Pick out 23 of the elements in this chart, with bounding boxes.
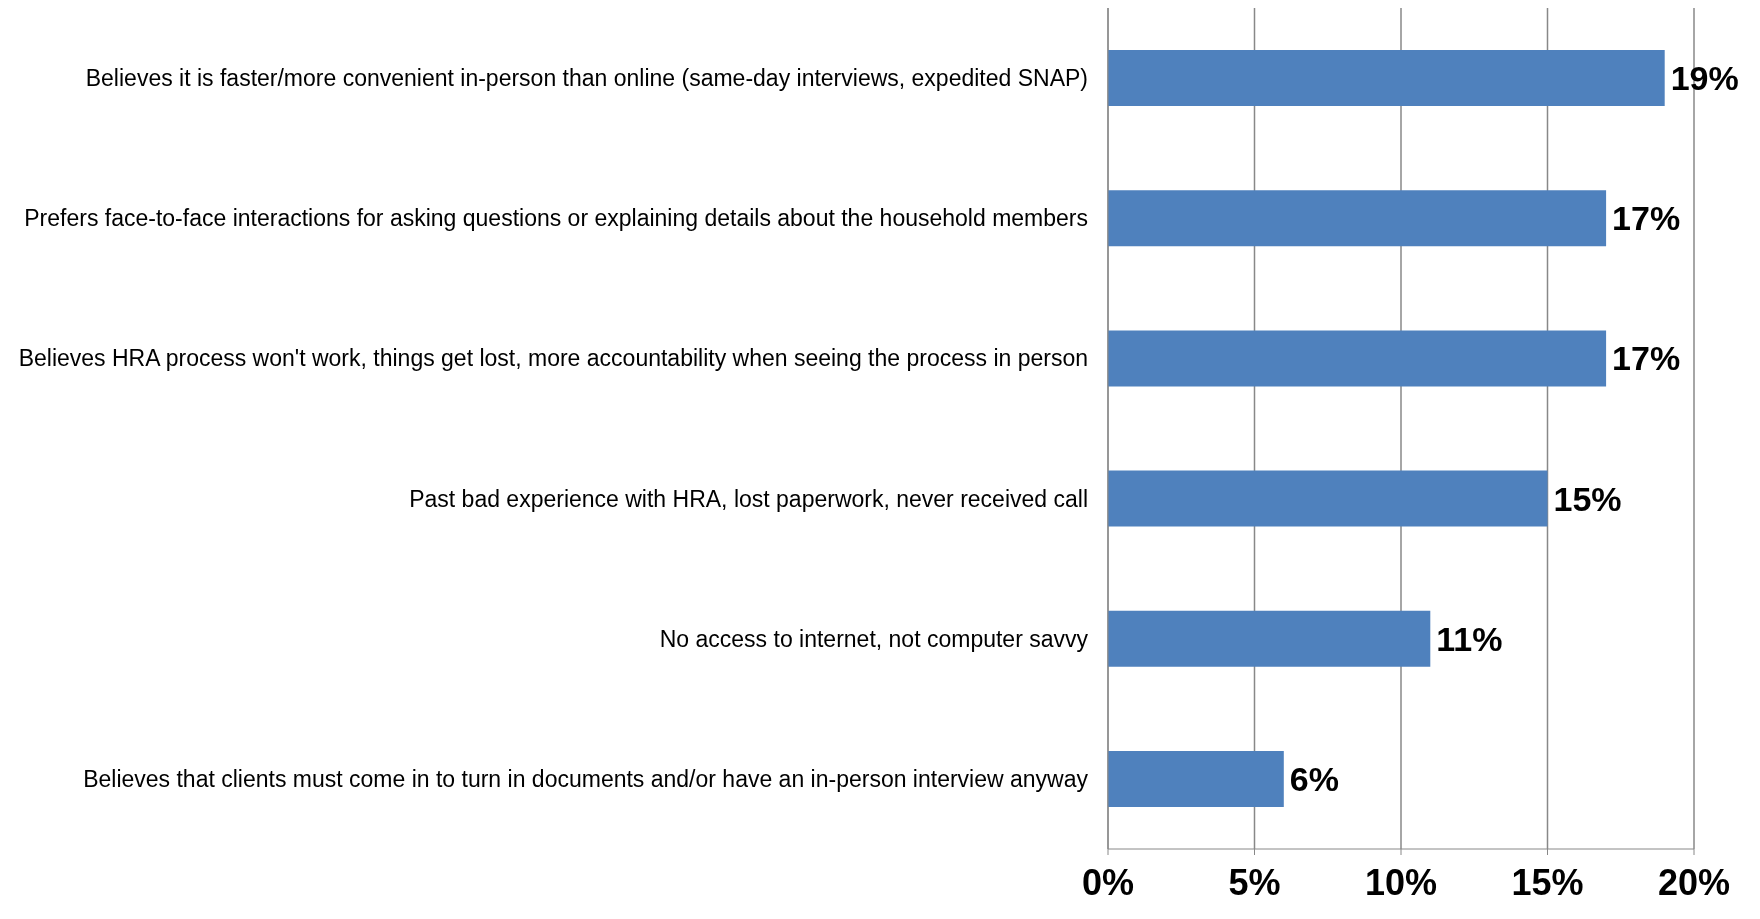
- y-tick-label: Past bad experience with HRA, lost paperwork, never received call: [409, 485, 1088, 512]
- bar: [1108, 330, 1607, 387]
- data-label: 17%: [1612, 199, 1681, 238]
- bar: [1108, 470, 1548, 527]
- data-label: 6%: [1289, 759, 1339, 798]
- data-label: 15%: [1553, 479, 1622, 518]
- y-tick-label: Believes that clients must come in to turn in documents and/or have an in-person interview anyway: [83, 765, 1089, 792]
- y-tick-label: Believes it is faster/more convenient in-person than online (same-day interviews, expedited SNAP): [85, 65, 1088, 92]
- x-tick-label: 10%: [1364, 861, 1438, 903]
- data-label: 17%: [1612, 339, 1681, 378]
- data-label: 19%: [1670, 59, 1739, 98]
- y-tick-label: Believes HRA process won't work, things get lost, more accountability when seeing the process in person: [18, 345, 1088, 372]
- data-label: 11%: [1436, 619, 1503, 658]
- bar: [1108, 190, 1607, 247]
- x-tick-label: 0%: [1081, 861, 1135, 903]
- bar: [1108, 50, 1665, 107]
- x-tick-label: 15%: [1511, 861, 1584, 903]
- x-tick-label: 20%: [1657, 861, 1731, 903]
- bar: [1108, 750, 1284, 807]
- y-tick-label: No access to internet, not computer savvy: [659, 625, 1089, 652]
- y-tick-label: Prefers face-to-face interactions for asking questions or explaining details about the household members: [24, 205, 1088, 232]
- x-tick-label: 5%: [1228, 861, 1281, 903]
- bar: [1108, 610, 1431, 667]
